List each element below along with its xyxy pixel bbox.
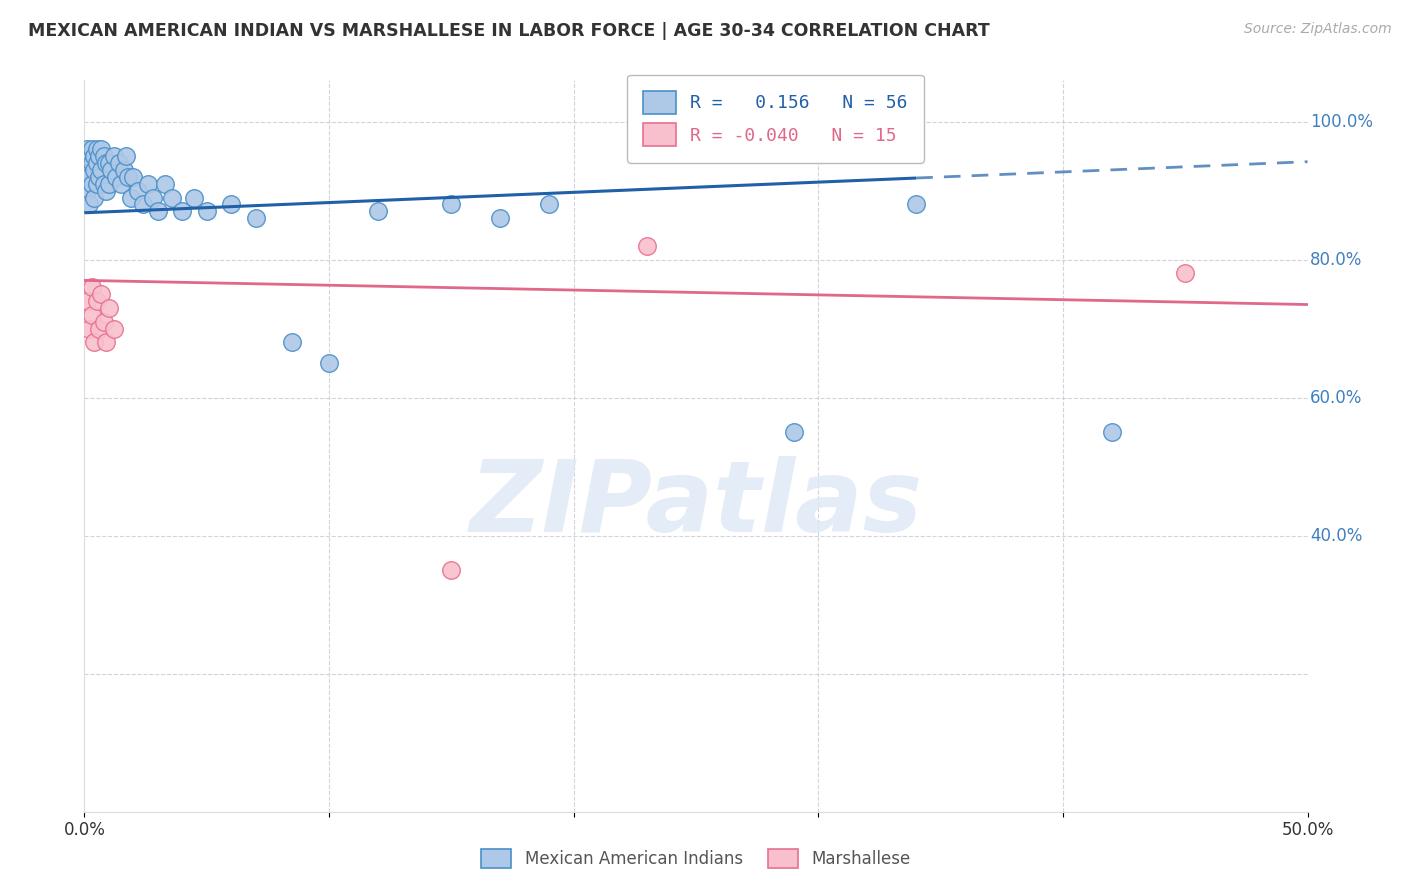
Text: MEXICAN AMERICAN INDIAN VS MARSHALLESE IN LABOR FORCE | AGE 30-34 CORRELATION CH: MEXICAN AMERICAN INDIAN VS MARSHALLESE I…	[28, 22, 990, 40]
Legend: Mexican American Indians, Marshallese: Mexican American Indians, Marshallese	[472, 840, 920, 877]
Point	[142, 191, 165, 205]
Point	[97, 177, 120, 191]
Point	[93, 315, 115, 329]
Point	[80, 177, 103, 191]
Point	[80, 280, 103, 294]
Point	[538, 197, 561, 211]
Point	[87, 149, 110, 163]
Point	[76, 184, 98, 198]
Point	[96, 184, 118, 198]
Point	[905, 197, 928, 211]
Point	[105, 169, 128, 184]
Point	[318, 356, 340, 370]
Point	[87, 321, 110, 335]
Point	[80, 156, 103, 170]
Point	[100, 163, 122, 178]
Point	[162, 191, 184, 205]
Point	[77, 149, 100, 163]
Point	[120, 191, 142, 205]
Point	[93, 177, 115, 191]
Point	[110, 177, 132, 191]
Point	[219, 197, 242, 211]
Point	[77, 169, 100, 184]
Point	[127, 184, 149, 198]
Point	[97, 156, 120, 170]
Point	[122, 169, 145, 184]
Point	[87, 169, 110, 184]
Point	[76, 142, 98, 156]
Text: ZIPatlas: ZIPatlas	[470, 456, 922, 553]
Point	[83, 149, 105, 163]
Point	[83, 163, 105, 178]
Point	[1101, 425, 1123, 440]
Point	[77, 321, 100, 335]
Point	[83, 335, 105, 350]
Point	[76, 294, 98, 309]
Point	[97, 301, 120, 315]
Text: Source: ZipAtlas.com: Source: ZipAtlas.com	[1244, 22, 1392, 37]
Point	[86, 142, 108, 156]
Point	[489, 211, 512, 226]
Point	[103, 321, 125, 335]
Text: 40.0%: 40.0%	[1310, 526, 1362, 545]
Point	[440, 197, 463, 211]
Point	[107, 156, 129, 170]
Point	[90, 163, 112, 178]
Point	[77, 197, 100, 211]
Text: 80.0%: 80.0%	[1310, 251, 1362, 268]
Point	[76, 163, 98, 178]
Point	[86, 156, 108, 170]
Point	[636, 239, 658, 253]
Text: 60.0%: 60.0%	[1310, 389, 1362, 407]
Point	[153, 177, 176, 191]
Text: 100.0%: 100.0%	[1310, 112, 1374, 131]
Point	[80, 308, 103, 322]
Point	[440, 563, 463, 577]
Point	[183, 191, 205, 205]
Point	[86, 177, 108, 191]
Point	[96, 335, 118, 350]
Point	[83, 191, 105, 205]
Point	[90, 142, 112, 156]
Point	[93, 149, 115, 163]
Point	[80, 142, 103, 156]
Point	[96, 156, 118, 170]
Point	[146, 204, 169, 219]
Point	[281, 335, 304, 350]
Point	[103, 149, 125, 163]
Point	[90, 287, 112, 301]
Point	[783, 425, 806, 440]
Point	[117, 169, 139, 184]
Point	[195, 204, 218, 219]
Point	[86, 294, 108, 309]
Point	[172, 204, 194, 219]
Point	[132, 197, 155, 211]
Point	[115, 149, 138, 163]
Point	[112, 163, 135, 178]
Point	[136, 177, 159, 191]
Point	[367, 204, 389, 219]
Point	[245, 211, 267, 226]
Point	[1174, 267, 1197, 281]
